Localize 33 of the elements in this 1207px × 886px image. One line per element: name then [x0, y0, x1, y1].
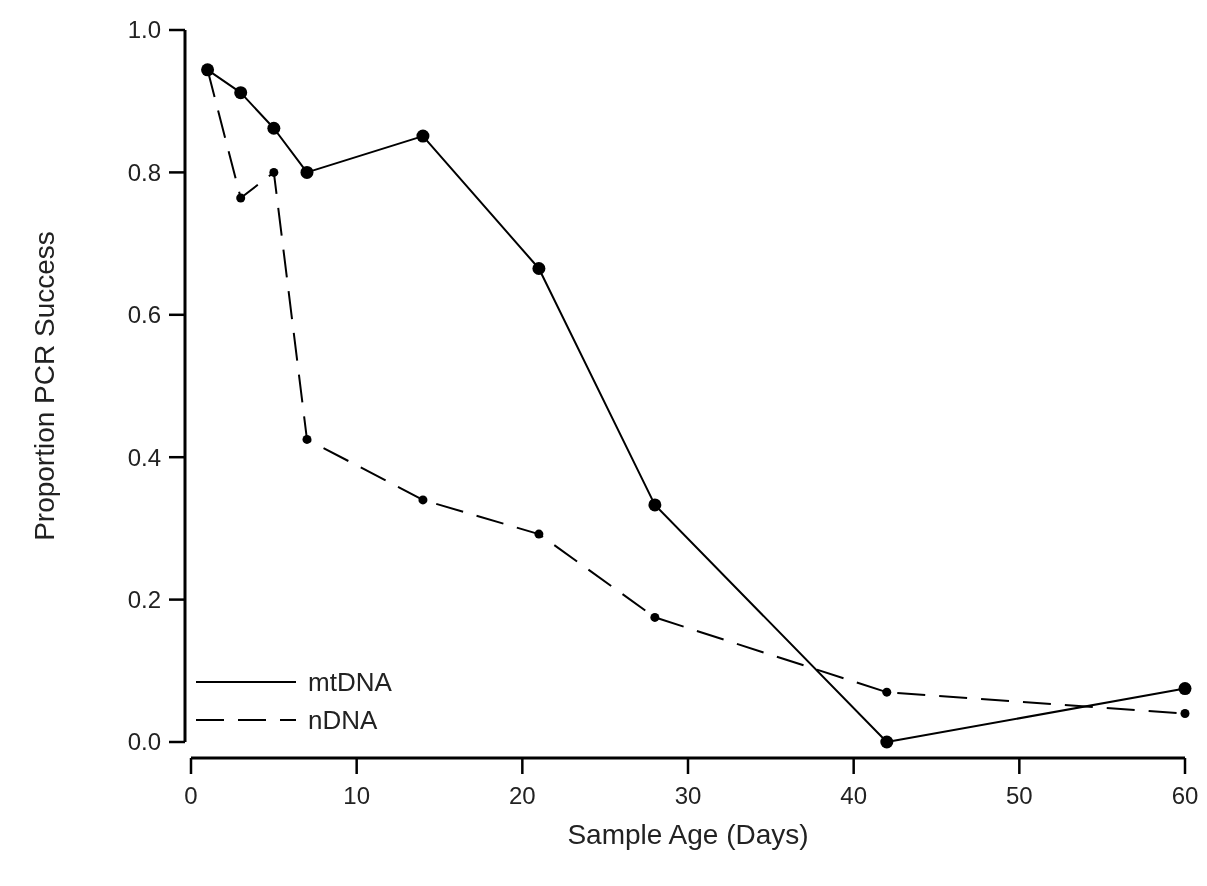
x-tick-label: 50	[1005, 782, 1033, 809]
y-tick-label: 0.8	[127, 158, 161, 186]
y-tick-label: 0.4	[127, 443, 161, 471]
point	[534, 529, 544, 539]
x-tick-label: 30	[674, 782, 702, 809]
point	[269, 167, 279, 177]
point	[418, 495, 428, 505]
point	[650, 612, 660, 622]
x-tick-label: 10	[343, 782, 371, 809]
point	[648, 498, 662, 512]
point	[882, 687, 892, 697]
y-tick-label: 1.0	[127, 16, 161, 44]
legend-label: mtDNA	[308, 667, 393, 698]
y-tick-label: 0.6	[127, 301, 161, 329]
x-axis-title: Sample Age (Days)	[567, 819, 809, 850]
legend-label: nDNA	[308, 705, 379, 736]
y-axis-title: Proportion PCR Success	[29, 231, 60, 541]
point	[416, 129, 430, 143]
point	[236, 193, 246, 203]
y-tick-label: 0.2	[127, 586, 161, 613]
x-tick-label: 20	[508, 782, 536, 809]
point	[234, 86, 248, 100]
point	[1180, 709, 1190, 719]
point	[300, 165, 314, 179]
point	[880, 735, 894, 749]
x-tick-label: 40	[840, 782, 868, 809]
point	[267, 121, 281, 135]
y-tick-label: 0.0	[127, 728, 161, 756]
point	[1178, 682, 1192, 696]
x-tick-label: 0	[184, 782, 198, 809]
point	[532, 262, 546, 276]
x-tick-label: 60	[1171, 782, 1199, 809]
point	[302, 434, 312, 444]
